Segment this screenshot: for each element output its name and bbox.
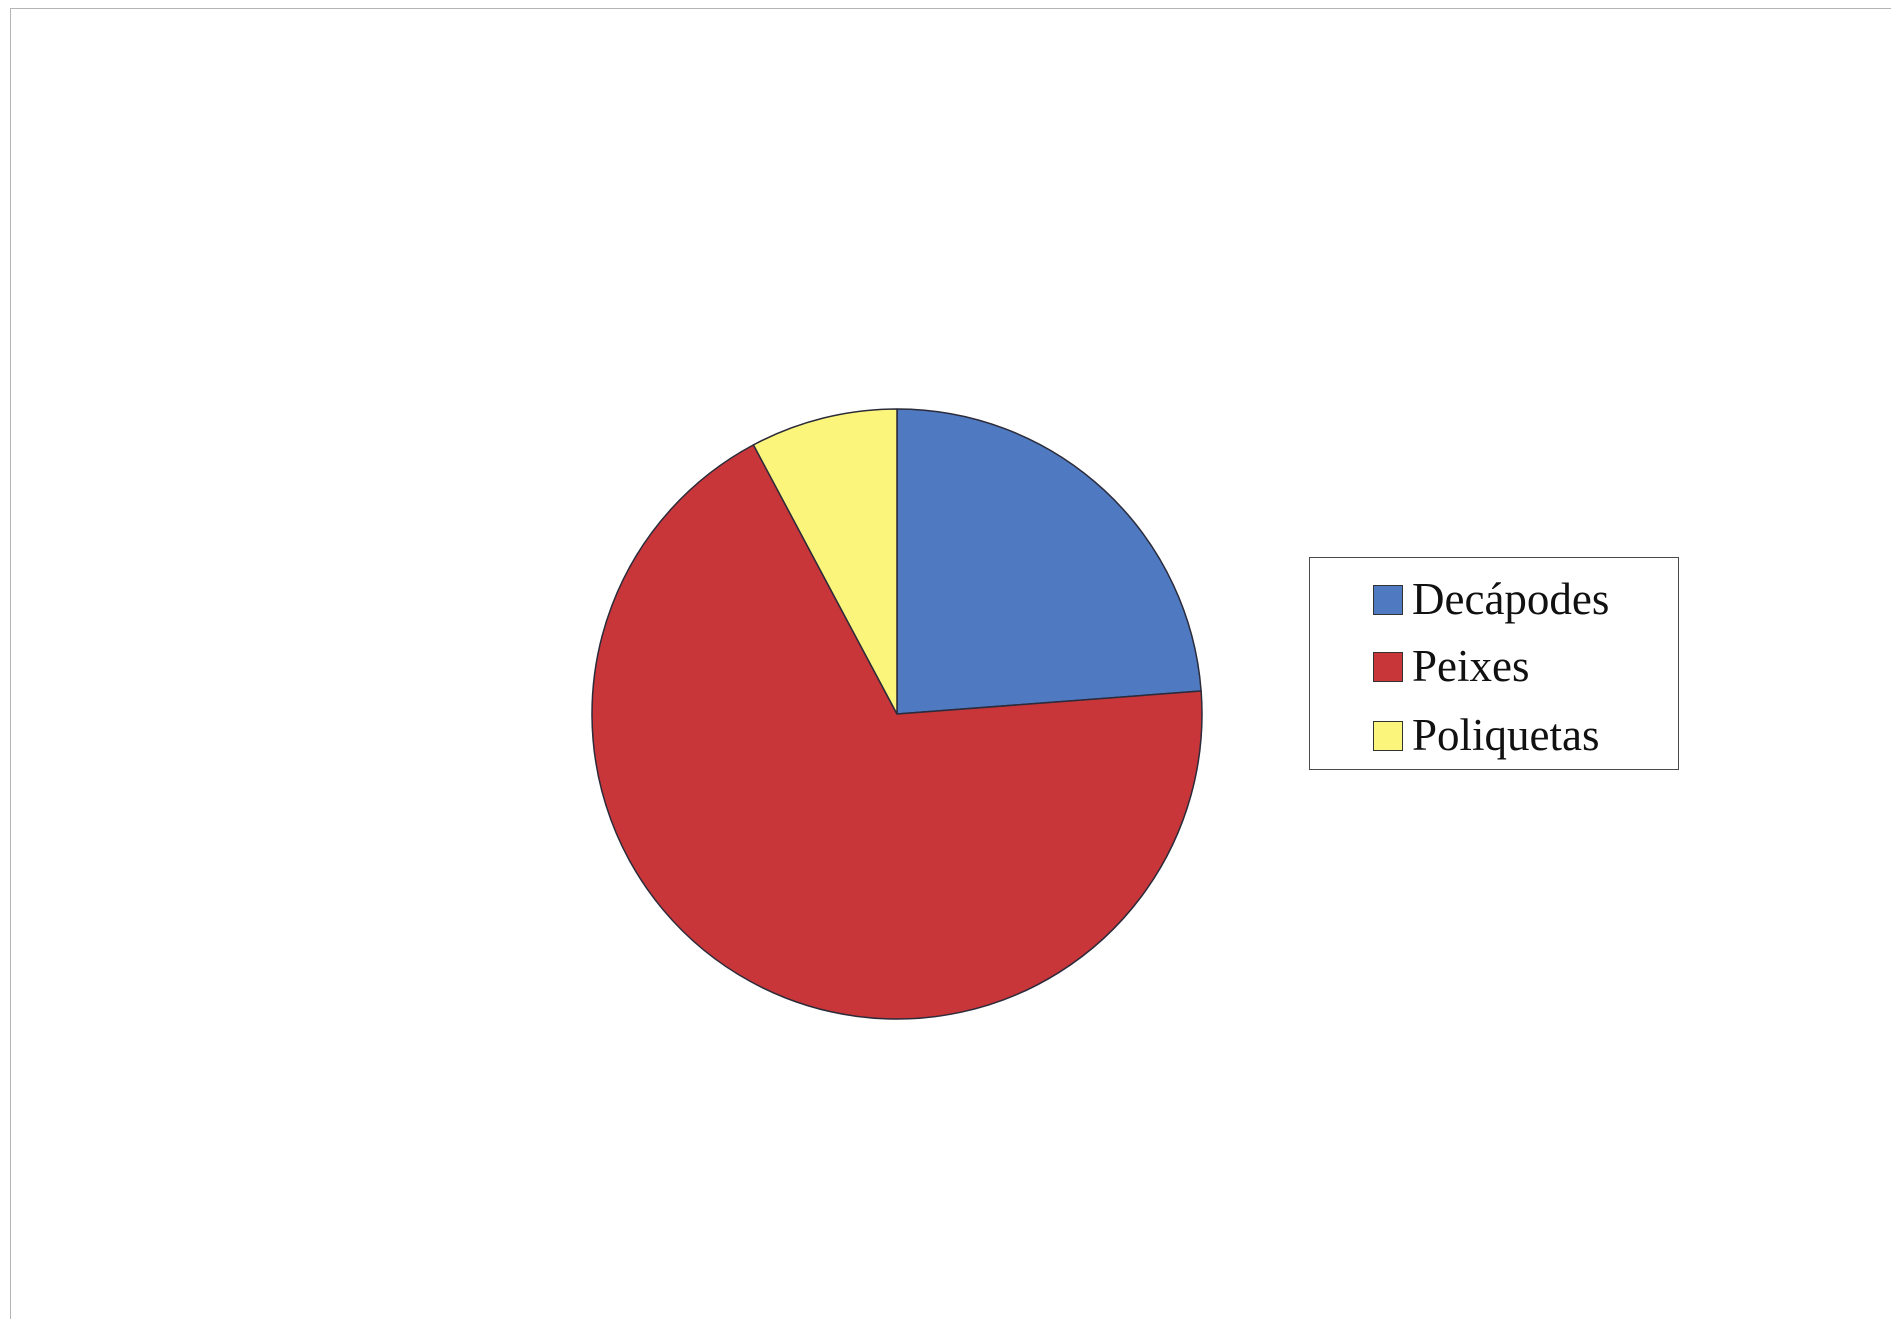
chart-frame — [10, 8, 1891, 1319]
legend-label-decapodes: Decápodes — [1412, 574, 1610, 624]
legend: Decápodes Peixes Poliquetas — [1309, 557, 1679, 770]
legend-item-decapodes: Decápodes — [1373, 577, 1609, 622]
legend-swatch-decapodes — [1373, 584, 1403, 615]
legend-swatch-peixes — [1373, 651, 1403, 682]
legend-label-poliquetas: Poliquetas — [1412, 710, 1600, 760]
pie-slice-decapodes — [896, 408, 1202, 715]
legend-swatch-poliquetas — [1373, 720, 1403, 751]
legend-item-peixes: Peixes — [1373, 644, 1530, 689]
pie-slice-peixes — [591, 444, 1203, 1020]
pie-slice-poliquetas — [752, 408, 898, 715]
legend-item-poliquetas: Poliquetas — [1373, 713, 1600, 758]
legend-label-peixes: Peixes — [1412, 641, 1530, 691]
